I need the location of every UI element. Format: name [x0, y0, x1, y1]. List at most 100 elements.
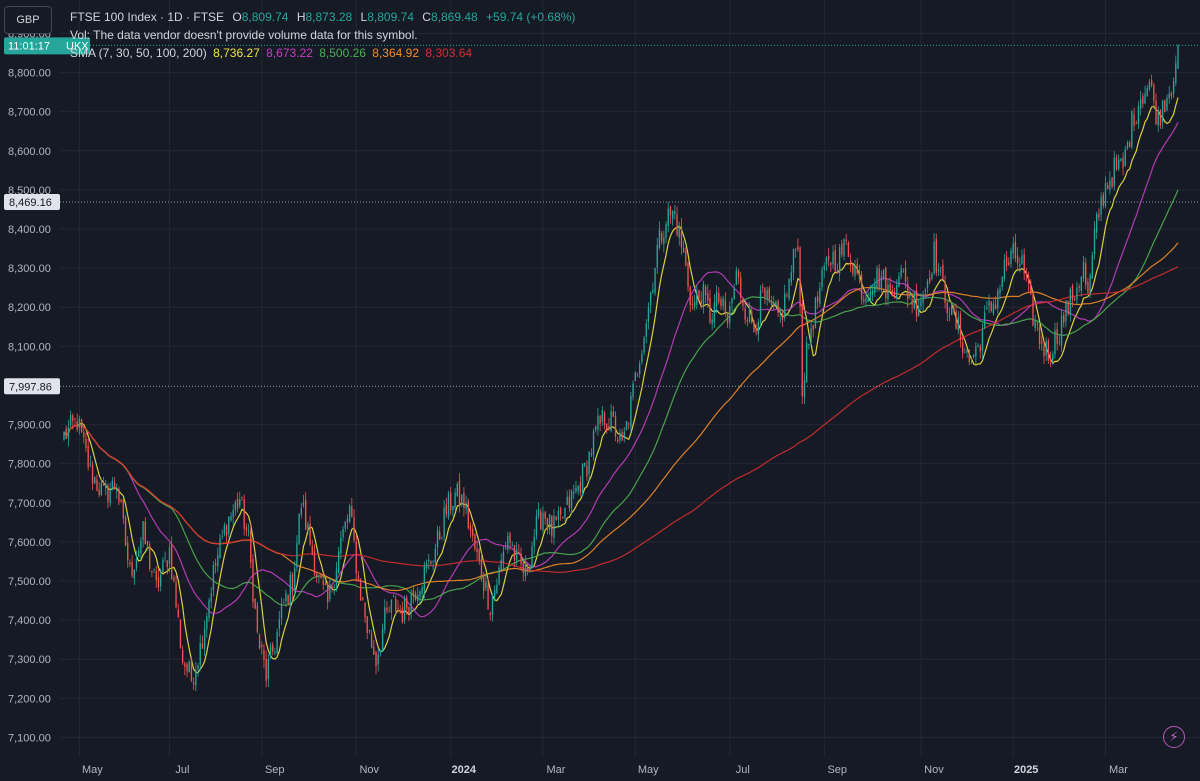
candle-body	[269, 645, 272, 657]
candle-body	[186, 664, 188, 672]
candle	[294, 561, 296, 598]
candle	[344, 521, 346, 533]
candle	[190, 657, 193, 683]
candle-body	[636, 374, 639, 376]
candle	[368, 629, 371, 634]
candle	[487, 576, 489, 610]
candle	[555, 515, 557, 521]
candle-body	[168, 547, 171, 565]
candle-body	[509, 533, 511, 543]
candle-body	[702, 284, 705, 306]
candle	[535, 509, 538, 540]
candle	[265, 650, 267, 688]
candle-body	[685, 250, 687, 266]
candle-body	[1012, 243, 1014, 254]
candle	[540, 508, 542, 531]
candle-body	[267, 659, 270, 679]
candle-body	[458, 480, 461, 506]
candle-body	[219, 538, 221, 558]
candle	[441, 536, 443, 540]
candle-body	[603, 412, 606, 425]
time-axis[interactable]: May Jul Sep Nov 2024 Mar May Jul Sep Nov 2025 Mar	[82, 764, 1128, 776]
candle	[904, 260, 907, 289]
candle-body	[823, 266, 825, 270]
candle-body	[911, 298, 913, 305]
candle	[568, 489, 571, 513]
candle-body	[957, 317, 959, 331]
candle	[577, 485, 579, 496]
candle	[924, 287, 926, 299]
candle	[1080, 275, 1083, 297]
candle	[885, 266, 887, 306]
candle	[1016, 247, 1019, 272]
symbol-title[interactable]: FTSE 100 Index · 1D · FTSE	[70, 10, 225, 24]
y-tick-label: 7,500.00	[8, 576, 51, 588]
close-value: 8,869.48	[430, 10, 478, 24]
candle	[526, 563, 529, 576]
y-tick-label: 7,700.00	[8, 498, 51, 510]
candle	[669, 205, 672, 224]
grid	[60, 0, 1200, 757]
lightning-icon[interactable]: ⚡	[1163, 726, 1185, 748]
sma-50-value: 8,500.26	[319, 46, 366, 60]
candle	[195, 661, 197, 692]
candle-body	[1063, 314, 1065, 323]
candle	[946, 299, 948, 322]
candle-body	[285, 593, 287, 601]
candle-body	[929, 277, 931, 282]
candle	[548, 513, 551, 535]
legend-sma-row[interactable]: SMA (7, 30, 50, 100, 200) 8,736.27 8,673…	[70, 44, 575, 62]
candle-body	[65, 428, 67, 440]
candle-body	[907, 283, 909, 300]
candle-body	[994, 304, 997, 310]
candle-body	[170, 543, 173, 580]
candle	[120, 498, 122, 503]
candle-body	[443, 507, 445, 537]
candle	[667, 201, 669, 233]
candle-body	[854, 265, 856, 277]
candle-body	[698, 290, 700, 298]
candle-body	[283, 602, 285, 604]
candle	[790, 264, 792, 286]
candle	[179, 619, 182, 649]
candle	[1175, 55, 1177, 87]
candle-body	[430, 561, 432, 564]
candle	[979, 344, 981, 359]
x-tick-label: Nov	[359, 764, 379, 776]
currency-button[interactable]: GBP	[4, 6, 52, 34]
candle-body	[1010, 250, 1012, 265]
candle-body	[353, 517, 355, 541]
candle-body	[230, 515, 232, 521]
candle-body	[401, 608, 404, 623]
candle	[217, 547, 219, 573]
candle	[445, 497, 447, 518]
time-axis-bg	[0, 757, 1200, 781]
candle-body	[933, 241, 935, 274]
candle	[977, 343, 979, 348]
candle-body	[768, 288, 770, 300]
candle	[450, 487, 452, 515]
candle-body	[634, 372, 636, 382]
candle-body	[322, 580, 324, 585]
candle-body	[1023, 254, 1025, 274]
candle-body	[964, 352, 966, 353]
candle-body	[779, 314, 781, 316]
candle	[155, 565, 157, 588]
candle	[1120, 158, 1122, 162]
candle-body	[647, 307, 650, 322]
candle-body	[250, 530, 252, 563]
candle	[1093, 221, 1096, 260]
candle	[619, 428, 621, 444]
candle	[882, 269, 885, 281]
candle-body	[450, 492, 452, 511]
price-axis[interactable]: 7,100.00 7,200.00 7,300.00 7,400.00 7,500.00…	[8, 28, 51, 744]
candle	[784, 284, 786, 322]
candle-body	[689, 286, 691, 306]
candle	[856, 258, 858, 276]
candle	[234, 499, 237, 516]
candle	[355, 535, 357, 582]
candle	[509, 531, 511, 551]
candle	[298, 513, 300, 546]
candle	[425, 559, 428, 573]
